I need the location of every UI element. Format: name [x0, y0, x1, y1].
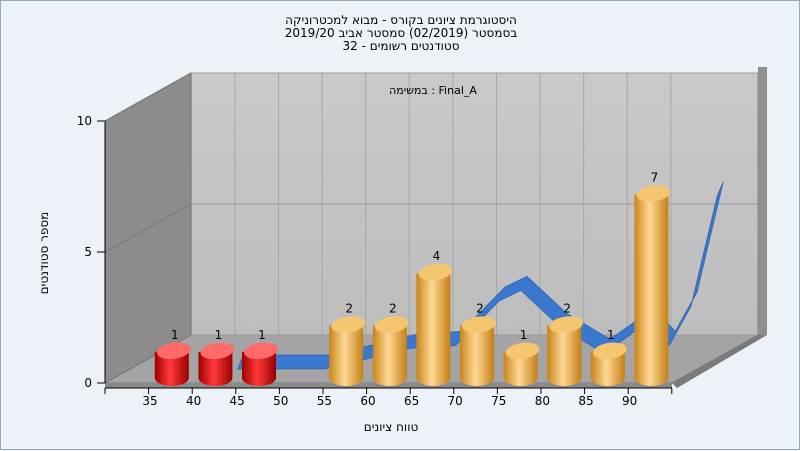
bar-body	[329, 325, 364, 386]
floor-side-edge	[672, 335, 767, 388]
bar-top	[200, 342, 235, 360]
bar-80: 2	[547, 302, 584, 386]
y-tick-label: 0	[84, 376, 92, 390]
bar-value-label: 1	[171, 328, 179, 342]
bar-body	[154, 351, 189, 386]
bar-body	[416, 273, 451, 386]
x-tick-label: 45	[230, 394, 245, 408]
bar-70: 2	[460, 302, 496, 386]
bar-value-label: 2	[563, 302, 571, 316]
bar-value-label: 2	[389, 302, 397, 316]
bar-value-label: 1	[607, 328, 615, 342]
bar-top	[636, 185, 671, 202]
x-tick-label: 70	[448, 394, 463, 408]
bar-top	[374, 316, 409, 333]
bar-value-label: 7	[651, 171, 659, 185]
bar-body	[242, 351, 276, 386]
x-tick-label: 35	[142, 394, 157, 408]
bar-body	[503, 351, 538, 386]
bar-top	[462, 316, 496, 333]
x-tick-label: 80	[535, 394, 550, 408]
x-tick-label: 55	[317, 394, 332, 408]
bar-35: 1	[154, 328, 191, 386]
bar-top	[156, 342, 191, 360]
x-tick-label: 65	[404, 394, 419, 408]
grid-line-y-side	[104, 203, 192, 253]
x-tick-label: 50	[273, 394, 288, 408]
grid-line-y-side	[104, 72, 192, 122]
bar-body	[547, 325, 582, 386]
y-tick-label: 10	[77, 114, 92, 128]
chart-title-line-1: היסטוגרמת ציונים בקורס - מבוא למכטרוניקה	[285, 13, 517, 27]
chart-title-line-2: בסמסטר (02/2019) סמסטר אביב 2019/20	[284, 26, 518, 40]
bar-top	[549, 316, 584, 333]
bar-top	[505, 342, 540, 360]
bar-top	[331, 316, 366, 333]
bar-60: 2	[372, 302, 409, 386]
bar-75: 1	[503, 328, 540, 386]
bar-55: 2	[329, 302, 366, 386]
bar-45: 1	[242, 328, 278, 386]
outer-band-right	[758, 67, 767, 335]
bar-85: 1	[590, 328, 627, 386]
chart-title-line-3: סטודנטים רשומים - 32	[342, 39, 460, 53]
bar-top	[592, 342, 627, 360]
bar-body	[460, 325, 494, 386]
bar-value-label: 1	[258, 328, 266, 342]
bar-65: 4	[416, 249, 453, 386]
bar-value-label: 2	[476, 302, 484, 316]
bar-body	[372, 325, 407, 386]
bar-body	[634, 194, 669, 386]
bar-body	[198, 351, 233, 386]
x-tick-label: 90	[622, 394, 637, 408]
y-axis-label: מספר סטודנטים	[37, 212, 51, 295]
y-tick-label: 5	[84, 245, 92, 259]
bar-90: 7	[634, 171, 671, 386]
bar-top	[418, 263, 453, 281]
bar-value-label: 1	[520, 328, 528, 342]
annotation-label: במשימה : Final_A	[389, 84, 477, 97]
x-tick-label: 85	[578, 394, 593, 408]
x-tick-label: 40	[186, 394, 201, 408]
x-tick-label: 60	[360, 394, 375, 408]
bar-value-label: 4	[433, 249, 441, 263]
bar-value-label: 1	[215, 328, 223, 342]
bar-value-label: 2	[345, 302, 353, 316]
axis-ticks: 0 5 10 35 40 45 50 55 60 65 70 75 80 85 90	[77, 114, 673, 408]
bar-top	[244, 342, 278, 360]
x-axis-label: טווח ציונים	[364, 420, 419, 434]
bar-body	[590, 351, 625, 386]
bar-40: 1	[198, 328, 235, 386]
bars-layer: 1 1 1 2 2 4 2 1 2 1 7	[154, 171, 671, 386]
x-tick-label: 75	[491, 394, 506, 408]
